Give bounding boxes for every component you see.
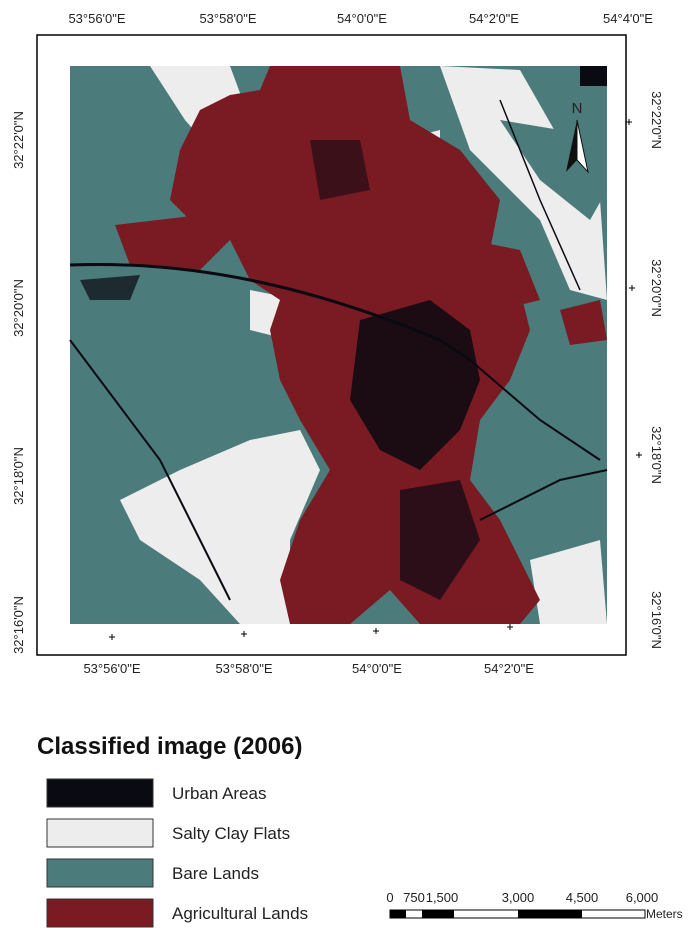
top-label: 54°2'0"E — [469, 11, 519, 26]
legend-label: Agricultural Lands — [172, 904, 308, 923]
left-label: 32°20'0"N — [11, 279, 26, 337]
bottom-label: 53°56'0"E — [83, 661, 140, 676]
top-label: 53°56'0"E — [68, 11, 125, 26]
top-label: 53°58'0"E — [199, 11, 256, 26]
legend-swatch — [47, 859, 153, 887]
right-label: 32°18'0"N — [649, 426, 664, 484]
legend-label: Urban Areas — [172, 784, 267, 803]
legend-label: Salty Clay Flats — [172, 824, 290, 843]
legend-label: Bare Lands — [172, 864, 259, 883]
scale-label: 1,500 — [426, 890, 459, 905]
scale-label: 4,500 — [566, 890, 599, 905]
bottom-label: 54°0'0"E — [352, 661, 402, 676]
scale-bar: 0 750 1,500 3,000 4,500 6,000 Meters — [386, 890, 682, 921]
top-label: 54°0'0"E — [337, 11, 387, 26]
scale-label: 0 — [386, 890, 393, 905]
north-label: N — [572, 100, 583, 117]
right-label: 32°22'0"N — [649, 91, 664, 149]
bottom-label: 54°2'0"E — [484, 661, 534, 676]
map-page: N 53°56'0"E 53°58'0"E 54°0'0"E 54°2'0"E … — [0, 0, 694, 928]
legend-swatch — [47, 899, 153, 927]
legend-swatch — [47, 779, 153, 807]
top-label: 54°4'0"E — [603, 11, 653, 26]
left-label: 32°22'0"N — [11, 111, 26, 169]
scale-label: 3,000 — [502, 890, 535, 905]
scale-label: 750 — [403, 890, 425, 905]
bottom-label: 53°58'0"E — [215, 661, 272, 676]
legend-title: Classified image (2006) — [37, 733, 302, 760]
scale-label: 6,000 — [626, 890, 659, 905]
right-label: 32°20'0"N — [649, 259, 664, 317]
scale-unit: Meters — [646, 907, 683, 921]
right-label: 32°16'0"N — [649, 591, 664, 649]
legend-swatch — [47, 819, 153, 847]
classified-map — [70, 66, 607, 624]
left-label: 32°16'0"N — [11, 596, 26, 654]
legend: Urban Areas Salty Clay Flats Bare Lands Agr… — [47, 779, 308, 927]
left-label: 32°18'0"N — [11, 447, 26, 505]
